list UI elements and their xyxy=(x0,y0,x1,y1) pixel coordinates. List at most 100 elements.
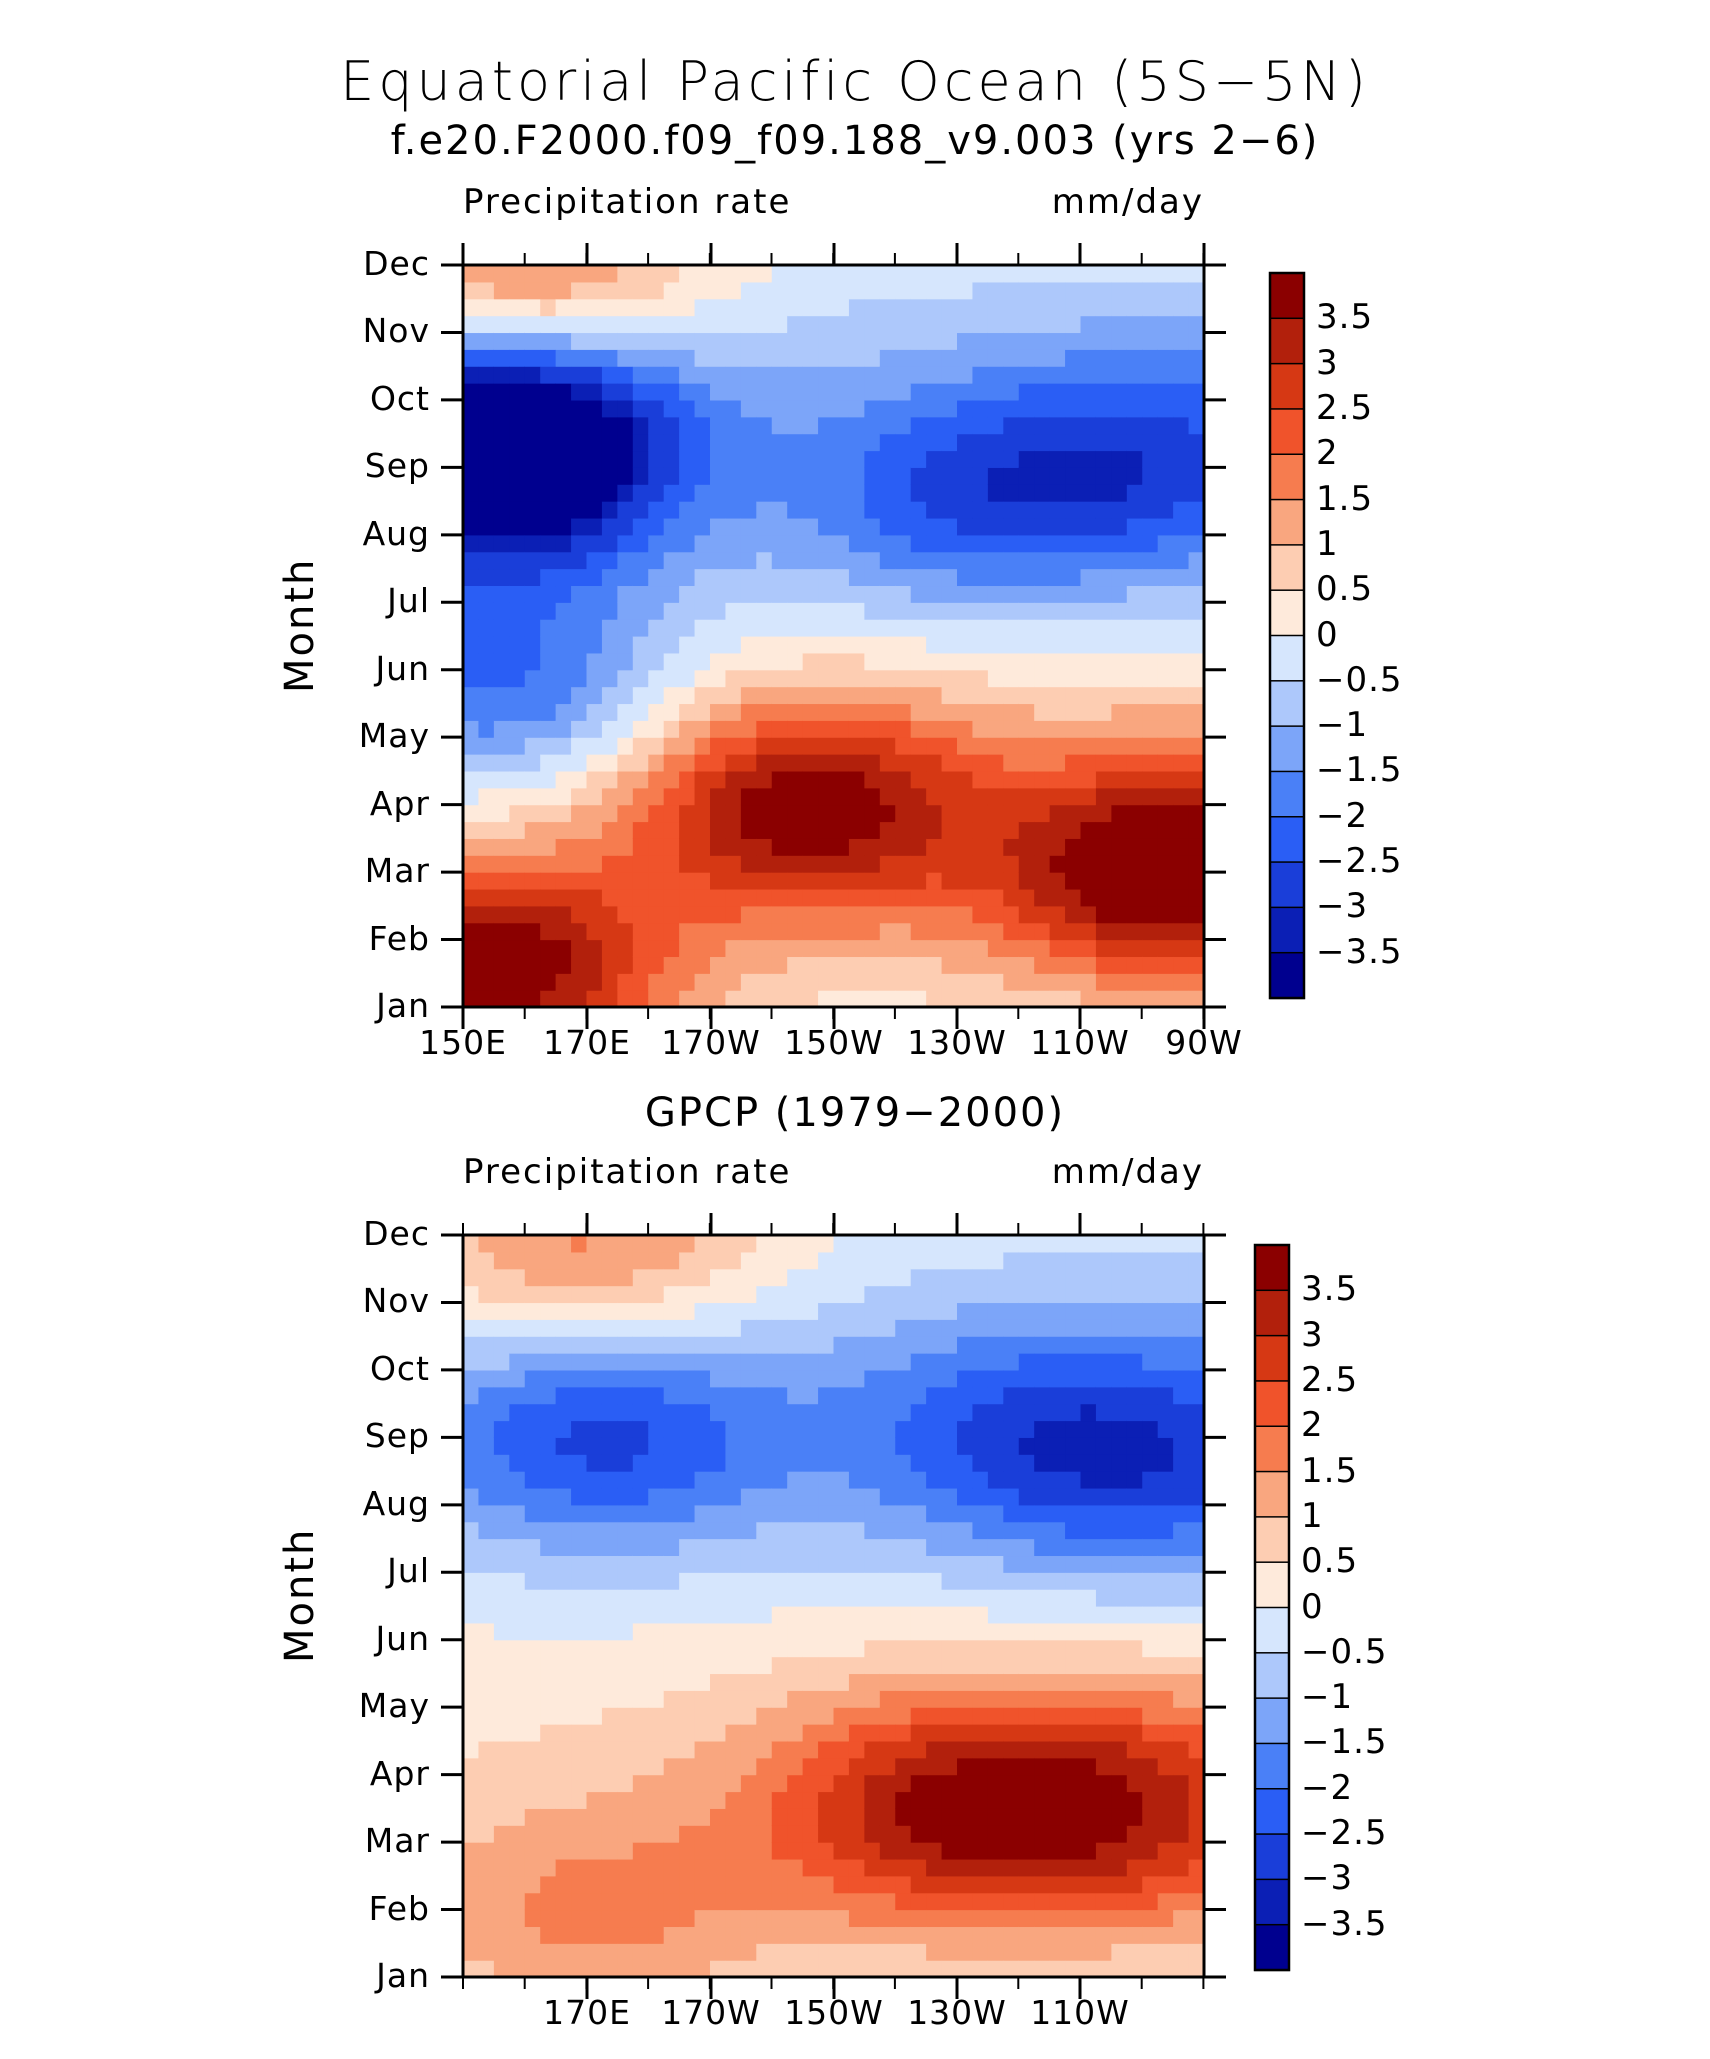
heatmap-cell xyxy=(1065,754,1082,772)
heatmap-cell xyxy=(926,585,943,603)
heatmap-cell xyxy=(1188,1504,1205,1523)
heatmap-cell xyxy=(632,1403,649,1422)
heatmap-cell xyxy=(895,770,912,789)
heatmap-cell xyxy=(802,669,819,688)
heatmap-cell xyxy=(1111,450,1128,468)
heatmap-cell xyxy=(679,855,696,873)
heatmap-cell xyxy=(1157,517,1174,536)
heatmap-cell xyxy=(1188,1825,1205,1843)
heatmap-cell xyxy=(987,956,1004,974)
heatmap-cell xyxy=(1173,433,1190,452)
heatmap-cell xyxy=(648,804,665,823)
month-tick-label: Nov xyxy=(362,311,430,351)
heatmap-cell xyxy=(509,956,526,974)
heatmap-cell xyxy=(910,652,927,671)
heatmap-cell xyxy=(710,821,727,839)
heatmap-cell xyxy=(509,1639,526,1658)
heatmap-cell xyxy=(879,1909,896,1928)
heatmap-cell xyxy=(509,855,526,873)
month-tick-label: Feb xyxy=(368,918,430,958)
heatmap-cell xyxy=(1111,1606,1128,1624)
heatmap-cell xyxy=(818,298,835,317)
heatmap-cell xyxy=(1188,1369,1205,1388)
heatmap-cell xyxy=(926,1471,943,1489)
heatmap-cell xyxy=(710,534,727,553)
heatmap-cell xyxy=(725,737,742,755)
heatmap-cell xyxy=(1080,265,1097,283)
heatmap-cell xyxy=(1049,1707,1066,1725)
heatmap-cell xyxy=(463,973,480,991)
heatmap-cell xyxy=(987,551,1004,570)
heatmap-cell xyxy=(679,1572,696,1590)
heatmap-cell xyxy=(1034,1420,1051,1438)
heatmap-cell xyxy=(1049,905,1066,924)
heatmap-cell xyxy=(617,1960,634,1978)
heatmap-cell xyxy=(972,703,989,721)
heatmap-cell xyxy=(895,1690,912,1708)
heatmap-cell xyxy=(725,1724,742,1742)
heatmap-cell xyxy=(972,484,989,502)
heatmap-cell xyxy=(586,1690,603,1708)
heatmap-cell xyxy=(1034,1639,1051,1658)
heatmap-cell xyxy=(941,433,958,452)
heatmap-cell xyxy=(1080,484,1097,502)
heatmap-cell xyxy=(1080,737,1097,755)
heatmap-cell xyxy=(663,1943,680,1961)
heatmap-cell xyxy=(663,1437,680,1455)
heatmap-cell xyxy=(663,1538,680,1557)
heatmap-cell xyxy=(509,703,526,721)
heatmap-cell xyxy=(833,602,850,620)
heatmap-cell xyxy=(1157,1403,1174,1422)
heatmap-cell xyxy=(1018,501,1035,519)
heatmap-cell xyxy=(679,1369,696,1388)
heatmap-cell xyxy=(802,737,819,755)
heatmap-cell xyxy=(710,990,727,1008)
heatmap-cell xyxy=(818,720,835,738)
heatmap-cell xyxy=(864,1757,881,1776)
heatmap-cell xyxy=(478,1589,495,1607)
heatmap-cell xyxy=(648,1606,665,1624)
heatmap-cell xyxy=(710,1875,727,1894)
heatmap-cell xyxy=(1018,517,1035,536)
heatmap-cell xyxy=(555,770,572,789)
heatmap-cell xyxy=(972,1319,989,1337)
heatmap-cell xyxy=(555,1268,572,1287)
heatmap-cell xyxy=(879,990,896,1008)
heatmap-cell xyxy=(1126,1842,1143,1860)
heatmap-cell xyxy=(1142,1336,1159,1354)
heatmap-cell xyxy=(601,855,618,873)
heatmap-cell xyxy=(864,855,881,873)
heatmap-cell xyxy=(1173,754,1190,772)
heatmap-cell xyxy=(957,1251,974,1270)
heatmap-cell xyxy=(509,1268,526,1287)
heatmap-cell xyxy=(710,332,727,350)
heatmap-cell xyxy=(987,821,1004,839)
heatmap-cell xyxy=(926,1858,943,1877)
heatmap-cell xyxy=(540,652,557,671)
heatmap-cell xyxy=(493,1690,510,1708)
heatmap-cell xyxy=(1003,349,1020,367)
heatmap-cell xyxy=(725,1875,742,1894)
heatmap-cell xyxy=(632,1285,649,1304)
heatmap-cell xyxy=(1080,501,1097,519)
heatmap-cell xyxy=(802,1656,819,1675)
heatmap-cell xyxy=(957,467,974,485)
heatmap-cell xyxy=(509,872,526,890)
heatmap-cell xyxy=(910,1757,927,1776)
heatmap-cell xyxy=(879,383,896,401)
heatmap-cell xyxy=(1018,416,1035,435)
heatmap-cell xyxy=(1126,804,1143,823)
heatmap-cell xyxy=(833,1757,850,1776)
heatmap-cell xyxy=(1142,1757,1159,1776)
heatmap-cell xyxy=(617,1673,634,1691)
heatmap-cell xyxy=(1003,1572,1020,1590)
heatmap-cell xyxy=(1049,1369,1066,1388)
heatmap-cell xyxy=(493,416,510,435)
heatmap-cell xyxy=(601,467,618,485)
heatmap-cell xyxy=(941,1943,958,1961)
heatmap-cell xyxy=(1018,1572,1035,1590)
heatmap-cell xyxy=(926,1757,943,1776)
heatmap-cell xyxy=(879,872,896,890)
heatmap-cell xyxy=(679,1521,696,1540)
heatmap-cell xyxy=(524,450,541,468)
